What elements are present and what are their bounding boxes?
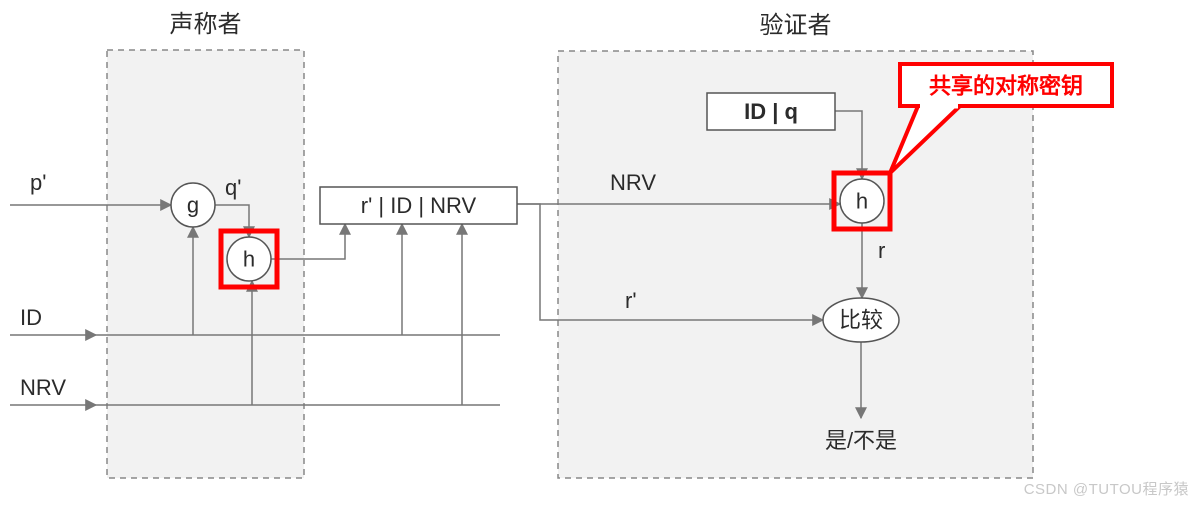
- node-label-h1: h: [243, 247, 255, 272]
- edge-label-p-to-g: p': [30, 170, 46, 195]
- result-label: 是/不是: [825, 428, 897, 453]
- node-label-msg: r' | ID | NRV: [361, 193, 477, 218]
- node-label-g: g: [187, 193, 199, 218]
- edge-label-g-to-h1: q': [225, 175, 241, 200]
- panel-title-claimant: 声称者: [170, 11, 242, 38]
- panel-title-verifier: 验证者: [760, 12, 832, 39]
- panel-claimant: [107, 50, 304, 478]
- edge-label-msg-rprime: r': [625, 288, 637, 313]
- diagram-canvas: 声称者 验证者 p' ID NRV q' NRV r' r g h r' | ID | NRV ID |…: [0, 0, 1201, 505]
- node-label-cmp: 比较: [839, 308, 883, 333]
- edge-label-id-up-g: ID: [20, 305, 42, 330]
- edge-label-nrv-in: NRV: [20, 375, 66, 400]
- edge-label-msg-nrv: NRV: [610, 170, 656, 195]
- node-label-idq: ID | q: [744, 99, 798, 124]
- node-label-h2: h: [856, 189, 868, 214]
- callout-text: 共享的对称密钥: [929, 74, 1083, 99]
- edge-label-h2-to-cmp: r: [878, 238, 885, 263]
- watermark: CSDN @TUTOU程序猿: [1024, 478, 1189, 499]
